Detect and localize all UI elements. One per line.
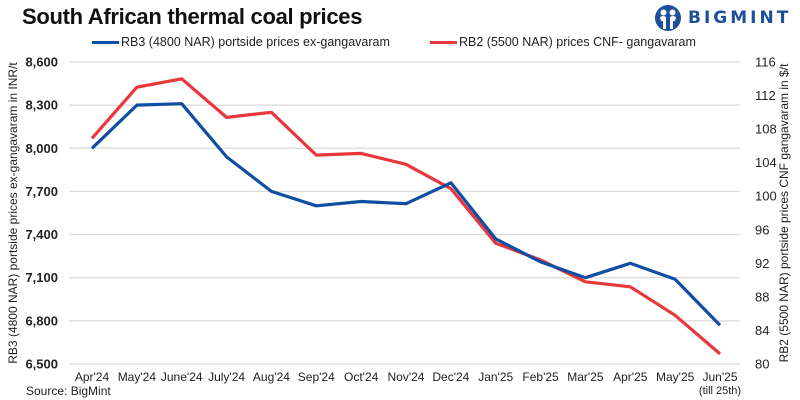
left-axis-label: RB3 (4800 NAR) portside prices ex-gangav… xyxy=(6,62,20,364)
x-axis-tick-label: June'24 xyxy=(161,370,203,384)
chart-title: South African thermal coal prices xyxy=(22,4,363,29)
series-lines xyxy=(90,77,722,356)
left-axis-tick-label: 8,000 xyxy=(25,141,58,156)
right-axis-tick-label: 92 xyxy=(755,256,769,271)
x-axis-tick-label: Nov'24 xyxy=(388,370,425,384)
source-note: Source: BigMint xyxy=(26,384,111,398)
left-axis-tick-label: 6,800 xyxy=(25,313,58,328)
left-axis-tick-label: 7,700 xyxy=(25,184,58,199)
left-axis-tick-label: 8,600 xyxy=(25,55,58,70)
legend-swatch-rb2 xyxy=(430,40,457,44)
right-axis-tick-label: 112 xyxy=(755,88,776,103)
right-axis-tick-label: 96 xyxy=(755,222,769,237)
x-axis-tick-label: Feb'25 xyxy=(522,370,559,384)
x-axis-tick-label: Jun'25 xyxy=(703,370,738,384)
left-axis-ticks: 6,500 6,800 7,100 7,400 7,700 8,000 8,300 8,600 xyxy=(25,55,58,372)
left-axis-tick-label: 7,400 xyxy=(25,227,58,242)
legend-item-rb2: RB2 (5500 NAR) prices CNF- gangavaram xyxy=(430,35,696,49)
x-axis-tick-label: Apr'24 xyxy=(75,370,110,384)
right-axis-ticks: 80 84 88 92 96 100 104 108 112 116 xyxy=(755,55,777,372)
x-axis-tick-sublabel: (till 25th) xyxy=(699,385,741,397)
gridlines xyxy=(69,61,740,365)
left-axis-tick-label: 7,100 xyxy=(25,270,58,285)
right-axis-tick-label: 84 xyxy=(755,323,769,338)
right-axis-tick-label: 116 xyxy=(755,55,776,70)
legend-label-rb3: RB3 (4800 NAR) portside prices ex-gangav… xyxy=(121,35,390,49)
x-axis-tick-label: Jan'25 xyxy=(478,370,513,384)
x-axis-tick-label: Aug'24 xyxy=(253,370,290,384)
x-axis-tick-label: Mar'25 xyxy=(567,370,604,384)
x-axis-tick-label: Oct'24 xyxy=(344,370,379,384)
left-axis-tick-label: 6,500 xyxy=(25,357,58,372)
left-axis-tick-label: 8,300 xyxy=(25,98,58,113)
legend-item-rb3: RB3 (4800 NAR) portside prices ex-gangav… xyxy=(92,35,390,49)
x-axis-tick-label: Apr'25 xyxy=(613,370,648,384)
right-axis-tick-label: 104 xyxy=(755,155,777,170)
right-axis-tick-label: 88 xyxy=(755,289,769,304)
series-line-rb3 xyxy=(90,102,722,327)
right-axis-tick-label: 80 xyxy=(755,357,769,372)
series-line-rb2 xyxy=(90,77,722,356)
bigmint-logo: BIGMINT xyxy=(654,4,791,32)
bigmint-logo-text: BIGMINT xyxy=(688,8,792,28)
x-axis-tick-label: Dec'24 xyxy=(432,370,469,384)
x-axis-tick-label: May'25 xyxy=(656,370,695,384)
legend-label-rb2: RB2 (5500 NAR) prices CNF- gangavaram xyxy=(459,35,696,49)
x-axis-tick-label: July'24 xyxy=(208,370,245,384)
right-axis-label: RB2 (5500 NAR) portside prices CNF ganga… xyxy=(777,63,791,362)
legend-swatch-rb3 xyxy=(92,40,119,44)
right-axis-tick-label: 100 xyxy=(755,189,777,204)
x-axis-ticks: Apr'24 May'24 June'24 July'24 Aug'24 Sep'24 Oc… xyxy=(75,370,741,397)
right-axis-tick-label: 108 xyxy=(755,122,777,137)
x-axis-tick-label: Sep'24 xyxy=(298,370,335,384)
bigmint-logo-icon xyxy=(655,5,681,31)
x-axis-tick-label: May'24 xyxy=(118,370,157,384)
